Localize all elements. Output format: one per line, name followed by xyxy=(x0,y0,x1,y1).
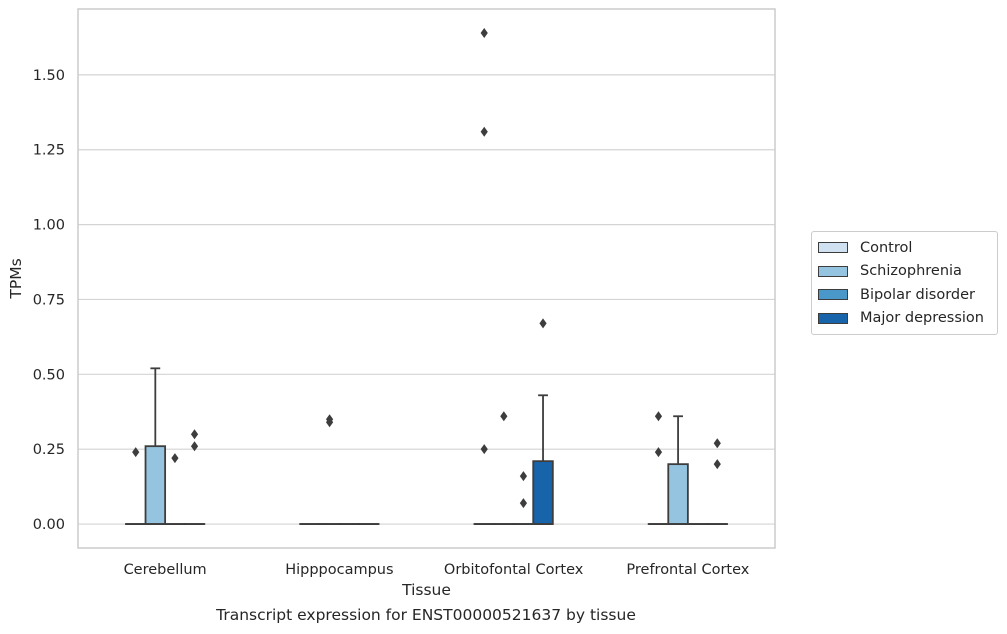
category-group xyxy=(299,414,380,525)
y-tick-labels: 0.00 0.25 0.50 0.75 1.00 1.25 1.50 xyxy=(33,68,65,533)
outlier-point xyxy=(190,429,199,440)
gridlines xyxy=(78,74,775,525)
x-tick-label: Hipppocampus xyxy=(285,562,393,578)
outlier-point xyxy=(132,447,140,458)
box-groups xyxy=(125,27,728,525)
plot-frame xyxy=(77,8,776,549)
x-tick-label: Prefrontal Cortex xyxy=(626,562,749,578)
legend-label: Control xyxy=(860,239,913,256)
box xyxy=(667,463,689,525)
legend-swatch xyxy=(818,242,848,254)
y-tick-label: 1.25 xyxy=(33,143,65,159)
legend-swatch xyxy=(818,265,848,277)
outlier-point xyxy=(713,459,721,470)
chart-caption: Transcript expression for ENST0000052163… xyxy=(216,606,636,624)
category-group xyxy=(647,411,728,525)
outlier-point xyxy=(654,447,663,458)
x-tick-label: Cerebellum xyxy=(124,562,207,578)
outlier-point xyxy=(654,411,663,422)
box xyxy=(532,460,554,525)
outlier-point xyxy=(480,27,488,38)
box xyxy=(144,445,167,525)
legend-item: Bipolar disorder xyxy=(812,283,997,307)
outlier-point xyxy=(325,414,334,425)
legend-swatch xyxy=(818,312,848,324)
y-axis-label: TPMs xyxy=(7,258,25,299)
y-tick-label: 1.50 xyxy=(33,68,65,84)
legend-item: Major depression xyxy=(812,307,997,331)
y-tick-label: 0.50 xyxy=(33,367,65,383)
legend-label: Schizophrenia xyxy=(860,263,962,280)
outlier-point xyxy=(500,411,508,422)
category-group xyxy=(473,27,554,525)
outlier-point xyxy=(480,126,488,137)
category-group xyxy=(125,367,206,525)
y-tick-label: 0.25 xyxy=(33,442,65,458)
outlier-point xyxy=(713,438,721,449)
x-tick-labels: Cerebellum Hipppocampus Orbitofontal Corte… xyxy=(124,562,750,578)
legend-label: Major depression xyxy=(860,310,984,327)
outlier-point xyxy=(539,318,547,329)
legend: Control Schizophrenia Bipolar disorder Majo… xyxy=(811,231,998,335)
outlier-point xyxy=(171,453,179,464)
outlier-point xyxy=(519,471,528,482)
y-tick-label: 0.00 xyxy=(33,517,65,533)
legend-item: Schizophrenia xyxy=(812,260,997,284)
legend-item: Control xyxy=(812,236,997,260)
outlier-point xyxy=(480,444,488,455)
y-tick-label: 1.00 xyxy=(33,218,65,234)
y-tick-label: 0.75 xyxy=(33,292,65,308)
outlier-point xyxy=(190,441,199,452)
x-tick-label: Orbitofontal Cortex xyxy=(444,562,584,578)
legend-label: Bipolar disorder xyxy=(860,286,975,303)
outlier-point xyxy=(519,498,528,509)
legend-swatch xyxy=(818,289,848,301)
x-axis-label: Tissue xyxy=(401,581,451,599)
